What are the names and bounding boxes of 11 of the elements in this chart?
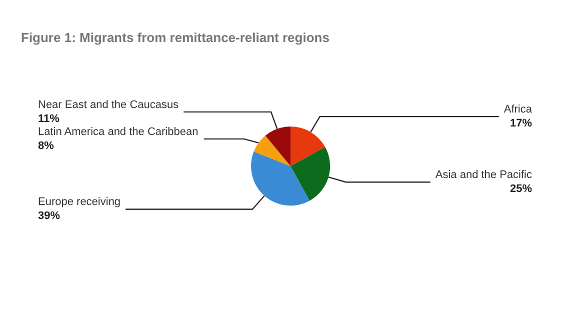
slice-label: Europe receiving	[38, 196, 121, 208]
slice-label: Africa	[504, 104, 533, 116]
data-label: 8%	[38, 140, 54, 152]
data-label: 11%	[38, 112, 60, 125]
slice-label: Near East and the Caucasus	[38, 98, 180, 111]
data-label: 39%	[38, 210, 60, 222]
data-label: 17%	[510, 118, 532, 130]
slice-label: Latin America and the Caribbean	[38, 126, 198, 138]
slice-label: Asia and the Pacific	[435, 169, 532, 182]
chart-title: Figure 1: Migrants from remittance-reliant regions	[21, 30, 330, 45]
data-label: 25%	[510, 183, 532, 196]
